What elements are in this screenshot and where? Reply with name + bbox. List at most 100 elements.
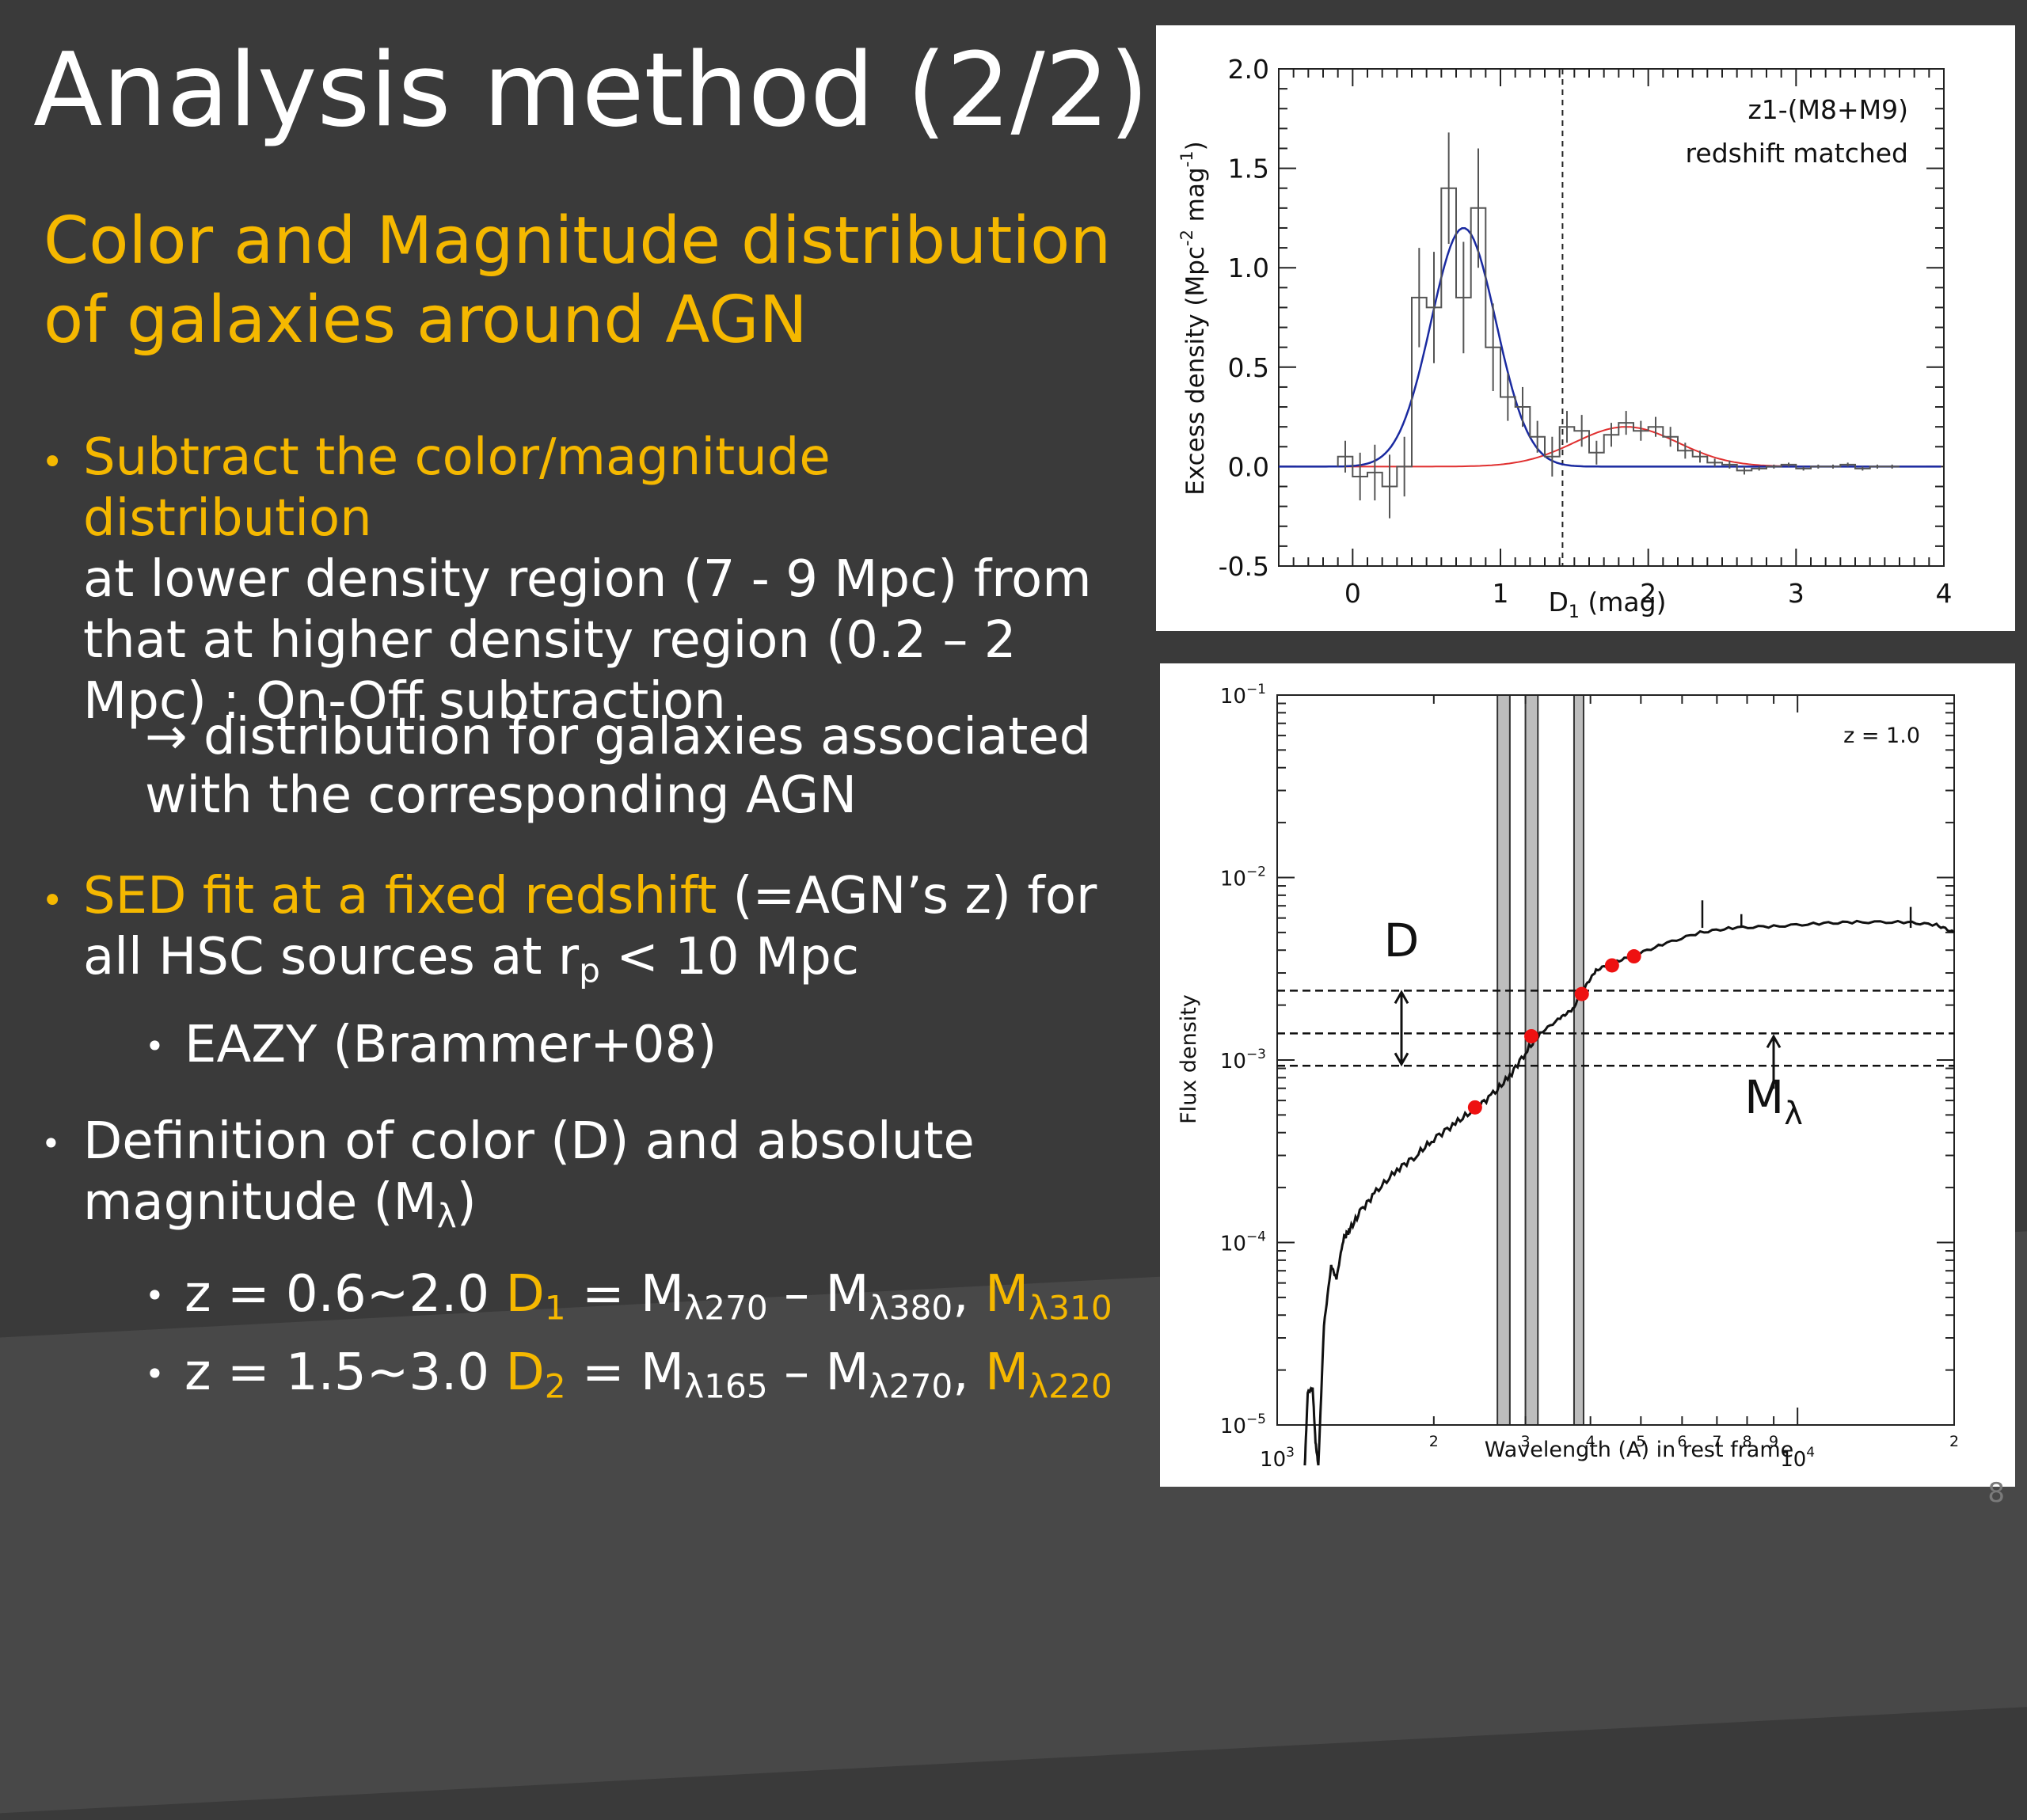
filter-band [1524, 694, 1539, 1426]
x-minor-tick-label: 6 [1677, 1433, 1687, 1450]
x-minor-tick-label: 8 [1742, 1433, 1751, 1450]
x-tick-label: 1 [1493, 578, 1509, 609]
x-axis-label: D1 (mag) [1549, 587, 1667, 622]
formula-2-eq: = M [565, 1343, 685, 1402]
plot-frame [1276, 694, 1955, 1426]
annotation-arrows [1394, 900, 1912, 1089]
redshift-label: z = 1.0 [1843, 724, 1920, 748]
bullet-2-text: (=AGN’s z) for [717, 867, 1097, 925]
x-minor-tick-label: 4 [1586, 1433, 1595, 1450]
photometry-points [1467, 949, 1641, 1115]
formula-2-range: z = 1.5~3.0 [184, 1343, 506, 1402]
formula-2-sub-3: λ220 [1029, 1366, 1112, 1406]
y-tick-label: 10−3 [1220, 1047, 1266, 1073]
blue-fit-curve [1279, 227, 1941, 468]
x-axis-label: Wavelength (A) in rest frame [1485, 1438, 1794, 1462]
photometry-point [1574, 986, 1589, 1001]
x-minor-tick-label: 9 [1769, 1433, 1778, 1450]
sed-curve [1303, 919, 1955, 1466]
x-tick-label: 0 [1344, 578, 1361, 609]
tick-labels: 0 1 2 3 4 -0.5 0.0 0.5 1.0 1.5 2.0 [1219, 54, 1953, 609]
x-minor-tick-label: 2 [1949, 1433, 1959, 1450]
subtitle-line-2: of galaxies around AGN [44, 283, 808, 358]
formula-1-range: z = 0.6~2.0 [184, 1265, 506, 1324]
filter-bands [1496, 694, 1584, 1426]
formula-2-minus: – M [767, 1343, 869, 1402]
arrow-note: → distribution for galaxies associated w… [145, 708, 1091, 825]
y-tick-label: 10−4 [1220, 1229, 1266, 1256]
bullet-2-line-2: all HSC sources at r [83, 928, 580, 986]
D-label: D [1384, 914, 1420, 967]
x-minor-tick-label: 2 [1429, 1433, 1439, 1450]
slide-title: Analysis method (2/2) [33, 32, 1149, 150]
M-arrow-head [1766, 1034, 1782, 1049]
y-tick-label: 10−5 [1220, 1412, 1266, 1438]
D-arrow-head-up [1394, 990, 1409, 1005]
sub-bullet-dot: • [145, 1027, 165, 1066]
slide-subtitle: Color and Magnitude distribution of gala… [44, 202, 1152, 360]
annotation-redshift: redshift matched [1686, 138, 1908, 169]
bullet-3-line-2: magnitude (M [83, 1173, 437, 1232]
lambda-subscript: λ [436, 1196, 457, 1236]
bullet-2-highlight: SED fit at a fixed redshift [83, 867, 717, 925]
sub-bullet-dot: • [145, 1276, 165, 1315]
bullet-3-line-1: Definition of color (D) and absolute [83, 1112, 975, 1171]
y-tick-label: 0.0 [1228, 451, 1269, 482]
x-tick-label: 103 [1260, 1445, 1295, 1472]
red-fit-curve [1279, 426, 1941, 468]
formula-1: z = 0.6~2.0 D1 = Mλ270 – Mλ380, Mλ310 [184, 1264, 1112, 1325]
formula-2: z = 1.5~3.0 D2 = Mλ165 – Mλ270, Mλ220 [184, 1343, 1112, 1404]
formula-1-D-sub: 1 [544, 1288, 566, 1328]
bullet-1-line-1: Subtract the color/magnitude distributio… [83, 428, 831, 548]
formula-1-D: D [505, 1265, 545, 1324]
bullet-dot: • [41, 879, 64, 923]
histogram-chart: 0 1 2 3 4 -0.5 0.0 0.5 1.0 1.5 2.0 z1-(M8+M9) reds… [1177, 54, 1953, 622]
y-tick-label: 1.5 [1228, 154, 1269, 184]
filter-band [1573, 694, 1584, 1426]
y-tick-label: -0.5 [1219, 551, 1269, 582]
dashed-levels [1277, 990, 1954, 1067]
photometry-point [1626, 949, 1641, 964]
formula-2-sub-2: λ270 [869, 1366, 953, 1406]
formula-1-minus: – M [767, 1265, 869, 1324]
bullet-3-line-2-end: ) [456, 1173, 477, 1232]
D-arrow-head-down [1394, 1052, 1409, 1067]
formula-2-D: D [505, 1343, 545, 1402]
annotation-sample: z1-(M8+M9) [1747, 94, 1908, 125]
arrow-icon: → [145, 708, 188, 766]
formula-1-sub-3: λ310 [1029, 1288, 1112, 1328]
photometry-point [1524, 1028, 1539, 1043]
formula-1-sub-1: λ270 [684, 1288, 768, 1328]
bullet-2: SED fit at a fixed redshift (=AGN’s z) f… [83, 866, 1128, 988]
y-tick-label: 10−1 [1220, 682, 1266, 709]
x-tick-label: 2 [1640, 578, 1656, 609]
sub-bullet-dot: • [145, 1355, 165, 1393]
page-number: 8 [1987, 1477, 2005, 1509]
bullet-dot: • [41, 440, 64, 484]
x-minor-tick-label: 3 [1521, 1433, 1531, 1450]
arrow-note-line-2: with the corresponding AGN [145, 766, 858, 825]
tick-marks [1276, 694, 1955, 1426]
x-minor-tick-label: 5 [1636, 1433, 1645, 1450]
x-tick-label: 4 [1936, 578, 1953, 609]
sed-panel: 10−1 10−2 10−3 10−4 10−5 103 104 2 3 4 5 6 7 8 9 2 z = … [1160, 663, 2015, 1487]
y-tick-label: 0.5 [1228, 352, 1269, 383]
bullet-1-line-3: that at higher density region (0.2 – 2 [83, 611, 1017, 670]
M-lambda-label: Mλ [1744, 1070, 1803, 1132]
eazy-sub-bullet: EAZY (Brammer+08) [184, 1016, 717, 1074]
bullet-dot: • [41, 1124, 61, 1163]
fit-curves [1279, 227, 1941, 468]
x-tick-label: 3 [1788, 578, 1805, 609]
histogram-panel: 0 1 2 3 4 -0.5 0.0 0.5 1.0 1.5 2.0 z1-(M8+M9) reds… [1156, 25, 2015, 631]
y-axis-label: Flux density [1177, 994, 1201, 1124]
bullet-2-line-2-end: < 10 Mpc [599, 928, 860, 986]
arrow-note-line-1: distribution for galaxies associated [187, 708, 1092, 766]
formula-2-comma: , [953, 1343, 985, 1402]
histogram-steps [1337, 132, 1900, 519]
x-minor-tick-label: 7 [1712, 1433, 1721, 1450]
filter-band [1496, 694, 1511, 1426]
formula-1-M: M [984, 1265, 1029, 1324]
y-tick-label: 1.0 [1228, 253, 1269, 283]
histogram-outline [1337, 187, 1900, 488]
y-tick-label: 10−2 [1220, 864, 1266, 891]
